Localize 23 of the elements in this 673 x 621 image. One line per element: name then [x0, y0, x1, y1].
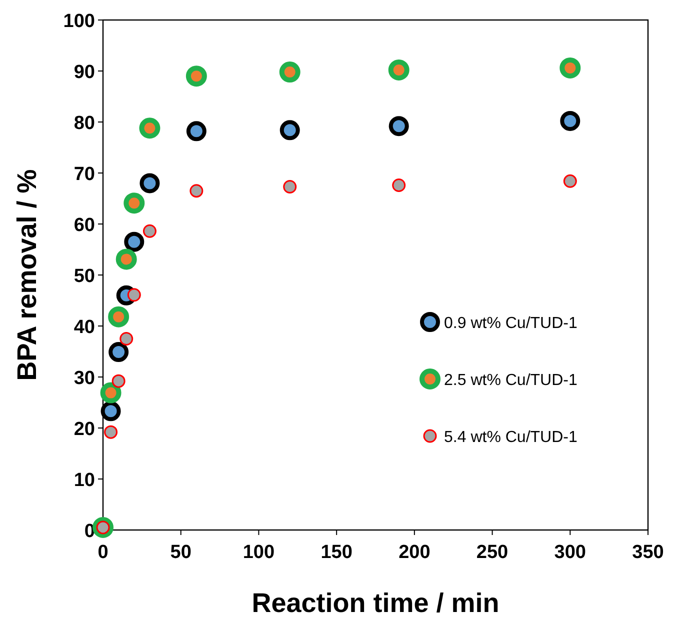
y-tick-label: 70 [74, 164, 95, 185]
x-tick-label: 100 [242, 542, 275, 563]
legend-label: 2.5 wt% Cu/TUD-1 [444, 372, 578, 389]
y-tick-label: 90 [74, 62, 95, 83]
y-tick-label: 20 [74, 419, 95, 440]
y-tick-label: 30 [74, 368, 95, 389]
y-tick-label: 100 [63, 11, 95, 32]
x-tick-label: 0 [98, 542, 108, 563]
x-tick-label: 300 [554, 542, 586, 563]
x-tick-label: 50 [170, 542, 192, 563]
y-tick-label: 40 [74, 317, 95, 338]
x-tick-label: 350 [632, 542, 664, 563]
x-tick-label: 250 [476, 542, 508, 563]
legend-label: 5.4 wt% Cu/TUD-1 [444, 429, 578, 446]
y-tick-label: 80 [74, 113, 95, 134]
x-tick-label: 200 [398, 542, 430, 563]
y-tick-label: 50 [74, 266, 95, 287]
y-tick-label: 60 [74, 215, 95, 236]
y-tick-label: 10 [74, 470, 95, 491]
x-axis-title: Reaction time / min [252, 588, 500, 618]
y-axis-title: BPA removal / % [12, 169, 42, 381]
x-tick-label: 150 [320, 542, 352, 563]
legend-label: 0.9 wt% Cu/TUD-1 [444, 315, 578, 332]
